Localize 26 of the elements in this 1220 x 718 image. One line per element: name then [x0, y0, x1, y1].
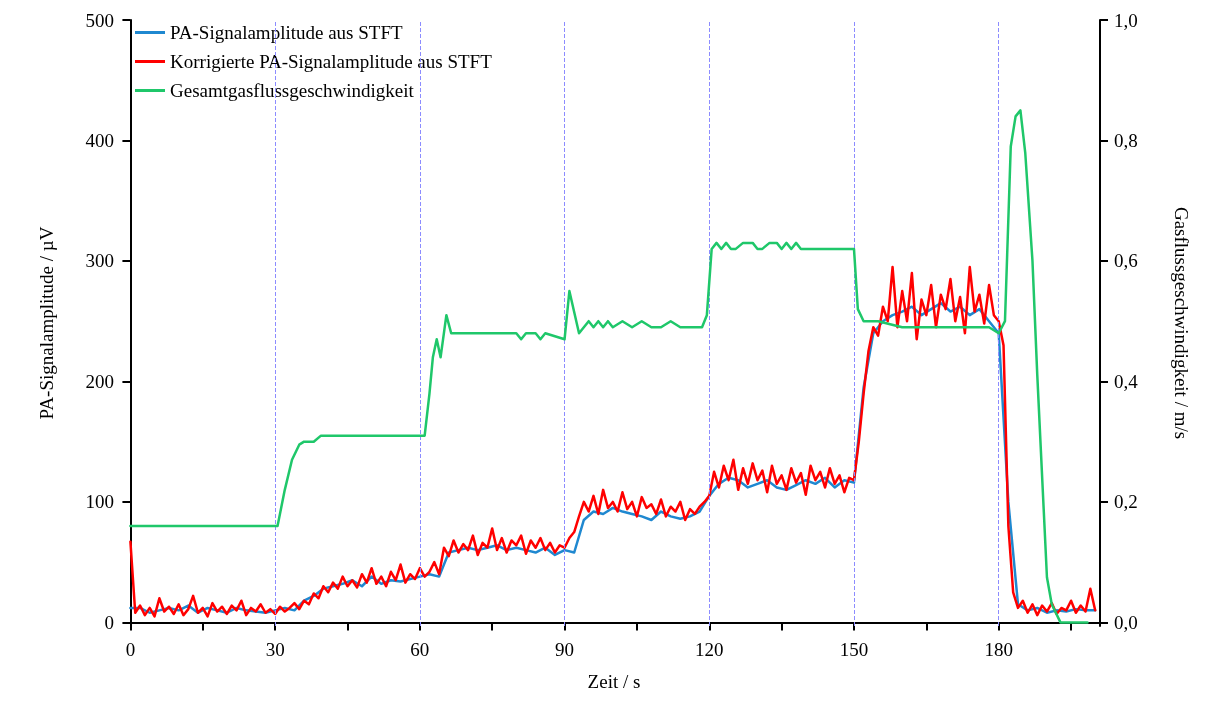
line-series [129, 109, 1089, 624]
x-tick-label: 0 [125, 639, 136, 660]
x-tick-label: 120 [695, 639, 724, 660]
x-tick-label: 90 [555, 639, 575, 660]
y2-tick-label: 0,4 [1114, 370, 1139, 392]
y2-axis-title: Gasflussgeschwindigkeit / m/s [1171, 206, 1192, 440]
y-tick-label: 500 [85, 9, 114, 31]
y-tick-label: 0 [104, 611, 114, 633]
legend-label: Gesamtgasflussgeschwindigkeit [170, 80, 415, 101]
x-tick-label: 150 [839, 639, 869, 660]
legend-label: Korrigierte PA-Signalamplitude aus STFT [170, 51, 493, 72]
y-tick-label: 400 [85, 129, 114, 151]
y2-tick-label: 0,2 [1114, 491, 1138, 513]
x-axis-title: Zeit / s [587, 671, 641, 692]
x-tick-label: 60 [410, 639, 430, 660]
y2-tick-label: 0,6 [1114, 250, 1138, 272]
y2-tick-label: 0,8 [1114, 129, 1138, 151]
x-tick-label: 30 [265, 639, 285, 660]
y-axis-title: PA-Signalamplitude / µV [36, 226, 57, 420]
y2-tick-label: 1,0 [1114, 9, 1138, 31]
x-tick-label: 180 [984, 639, 1013, 660]
y-tick-label: 300 [85, 250, 114, 272]
y-tick-label: 200 [85, 370, 114, 392]
legend-label: PA-Signalamplitude aus STFT [170, 22, 403, 43]
y-tick-label: 100 [85, 491, 114, 513]
y2-tick-label: 0,0 [1114, 611, 1138, 633]
